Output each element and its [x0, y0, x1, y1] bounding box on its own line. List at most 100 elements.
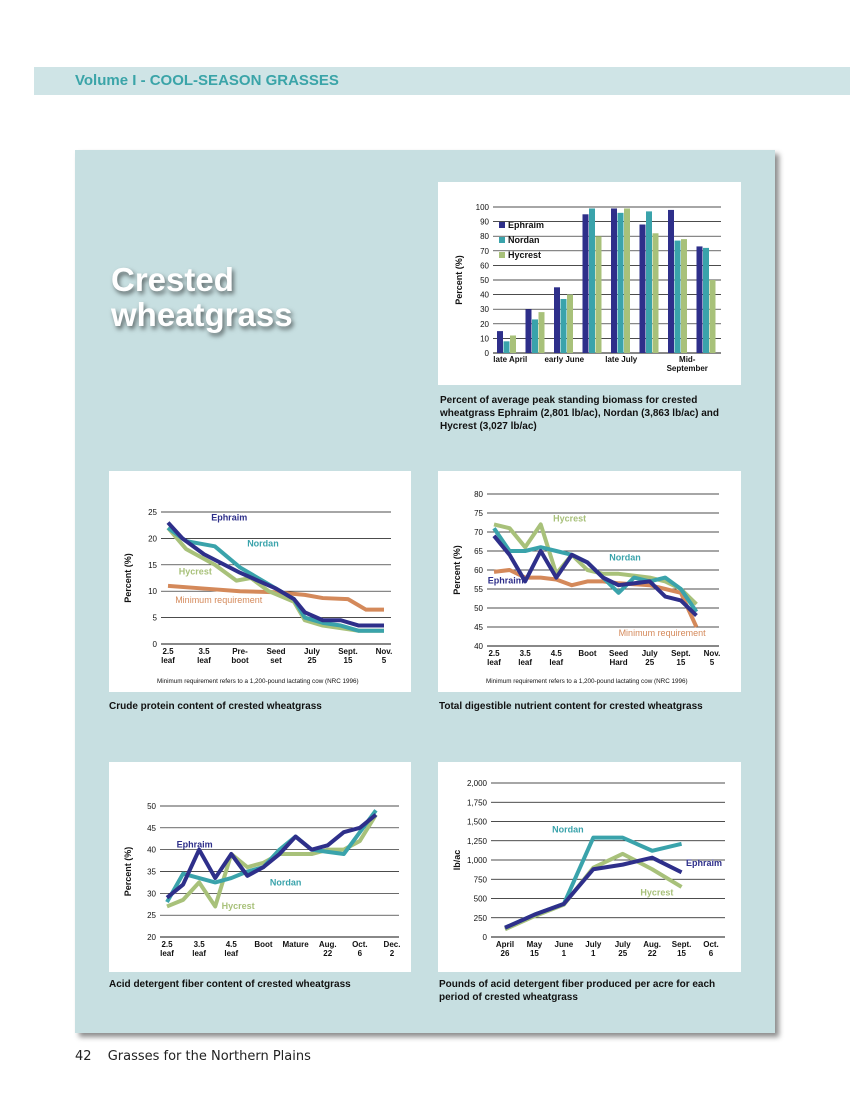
y-tick-label: 30	[147, 889, 156, 898]
bar-hycrest	[510, 335, 516, 353]
legend-label-nordan: Nordan	[508, 235, 540, 245]
y-tick-label: 70	[474, 528, 483, 537]
tdn-chart: 40 45 50 55 60 65 70 75 80 Percent (%) 2.5 leaf 3.5 l…	[452, 490, 720, 685]
x-tick-label: Seed Hard	[609, 649, 628, 667]
x-tick-label: Pre-boot	[231, 647, 249, 665]
bar-nordan	[589, 208, 595, 353]
biomass-chart-box: 0 10 20 30 40 50 60 70 80 90 100 Percent (%) late Ap…	[438, 182, 741, 385]
bar-ephraim	[497, 331, 503, 353]
y-tick-label: 45	[474, 623, 483, 632]
x-tick-label: 2.5 leaf	[160, 940, 174, 958]
x-tick-label: Mature	[282, 940, 309, 949]
y-axis-label: Percent (%)	[123, 847, 133, 897]
page-footer: 42 Grasses for the Northern Plains	[75, 1049, 311, 1064]
chart-note: Minimum requirement refers to a 1,200-po…	[486, 678, 688, 685]
bar-hycrest	[624, 208, 630, 353]
x-tick-label: 3.5 leaf	[192, 940, 206, 958]
y-tick-label: 1,000	[467, 856, 488, 865]
y-tick-label: 60	[474, 566, 483, 575]
bar-hycrest	[567, 294, 573, 353]
legend-swatch-nordan	[499, 237, 505, 243]
y-tick-label: 1,250	[467, 837, 488, 846]
y-tick-label: 100	[476, 203, 490, 212]
adf-lbs-chart-box: 0 250 500 750 1,000 1,250 1,500 1,750 2,000 lb/ac…	[438, 762, 741, 972]
y-tick-label: 30	[480, 305, 489, 314]
y-tick-label: 5	[153, 614, 158, 623]
y-tick-label: 15	[148, 561, 157, 570]
series-line-minimum-requirement	[167, 583, 384, 612]
bar-ephraim	[696, 246, 703, 353]
y-tick-label: 70	[480, 247, 489, 256]
x-tick-label: Sept. 15	[671, 649, 691, 667]
x-tick-label: Sept. 15	[672, 940, 692, 958]
x-tick-label: late July	[605, 355, 638, 364]
biomass-caption: Percent of average peak standing biomass…	[440, 395, 719, 432]
protein-caption: Crude protein content of crested wheatgr…	[109, 701, 322, 712]
header-band	[34, 67, 850, 95]
series-line-ephraim	[504, 855, 683, 930]
x-tick-label: 4.5 leaf	[224, 940, 238, 958]
y-tick-label: 80	[474, 490, 483, 499]
y-tick-label: 250	[474, 914, 488, 923]
y-tick-label: 80	[480, 232, 489, 241]
x-tick-label: June 1	[555, 940, 574, 958]
series-label-nordan: Nordan	[552, 824, 584, 834]
bar-hycrest	[709, 280, 716, 353]
adf-chart-box: 20 25 30 35 40 45 50 Percent (%) 2.5 leaf 3.5 leaf 4…	[109, 762, 411, 972]
y-tick-label: 75	[474, 509, 483, 518]
x-tick-label: Aug. 22	[643, 940, 661, 958]
x-tick-label: Boot	[578, 649, 597, 658]
legend-swatch-hycrest	[499, 252, 505, 258]
bar-nordan	[646, 211, 652, 353]
y-axis-label: lb/ac	[452, 850, 462, 871]
x-tick-label: Oct. 6	[703, 940, 719, 958]
series-label-hycrest: Hycrest	[222, 901, 255, 911]
y-tick-label: 40	[147, 846, 156, 855]
x-tick-label: July 25	[304, 647, 321, 665]
x-tick-label: July 25	[615, 940, 632, 958]
series-line-ephraim	[492, 534, 698, 618]
bar-hycrest	[652, 233, 659, 353]
y-tick-label: 25	[147, 911, 156, 920]
x-tick-label: Sept. 15	[338, 647, 358, 665]
bar-ephraim	[611, 208, 617, 353]
x-tick-label: 2.5 leaf	[487, 649, 501, 667]
y-tick-label: 20	[480, 320, 489, 329]
x-tick-label: July 1	[585, 940, 602, 958]
y-tick-label: 50	[480, 276, 489, 285]
y-axis-label: Percent (%)	[123, 553, 133, 603]
biomass-chart: 0 10 20 30 40 50 60 70 80 90 100 Percent (%) late Ap…	[454, 203, 721, 373]
x-tick-label: late April	[493, 355, 527, 364]
series-label-nordan: Nordan	[270, 877, 302, 887]
tdn-chart-box: 40 45 50 55 60 65 70 75 80 Percent (%) 2.5 leaf 3.5 l…	[438, 471, 741, 692]
bar-nordan	[560, 298, 567, 353]
y-tick-label: 50	[474, 604, 483, 613]
species-title-line2: wheatgrass	[111, 296, 293, 333]
x-tick-label: 3.5 leaf	[518, 649, 532, 667]
volume-title: Volume I - COOL-SEASON GRASSES	[75, 72, 339, 89]
y-tick-label: 1,500	[467, 818, 488, 827]
x-tick-label: Oct. 6	[352, 940, 368, 958]
y-axis-label: Percent (%)	[452, 545, 462, 595]
book-title: Grasses for the Northern Plains	[107, 1049, 311, 1064]
y-tick-label: 45	[147, 824, 156, 833]
adf-lbs-caption: Pounds of acid detergent fiber produced …	[439, 979, 716, 1003]
x-tick-label: July 25	[642, 649, 659, 667]
x-tick-label: Mid-September	[667, 355, 708, 373]
series-label-ephraim: Ephraim	[488, 575, 524, 585]
y-tick-label: 500	[474, 895, 488, 904]
y-tick-label: 0	[483, 933, 488, 942]
x-tick-label: Nov. 5	[376, 647, 393, 665]
bar-hycrest	[681, 239, 687, 353]
x-tick-label: 4.5 leaf	[549, 649, 563, 667]
bar-nordan	[617, 212, 624, 353]
y-tick-label: 0	[153, 640, 158, 649]
y-tick-label: 20	[148, 534, 157, 543]
x-tick-label: Seed set	[266, 647, 285, 665]
y-tick-label: 10	[148, 587, 157, 596]
series-line-hycrest	[166, 526, 384, 633]
series-line-hycrest	[493, 522, 698, 606]
y-tick-label: 40	[480, 291, 489, 300]
series-label-ephraim: Ephraim	[211, 512, 247, 522]
legend-swatch-ephraim	[499, 222, 505, 228]
